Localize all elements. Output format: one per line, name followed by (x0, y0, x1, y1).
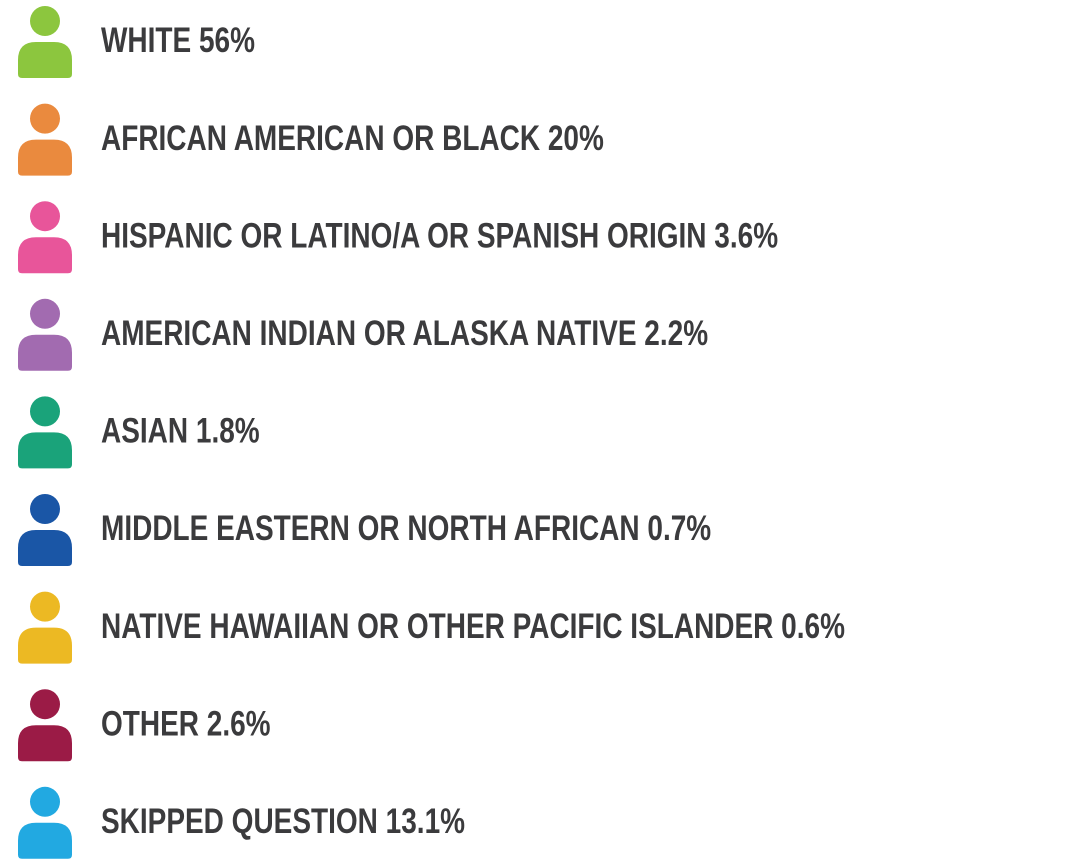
icon-head (30, 689, 60, 720)
person-icon (18, 494, 72, 566)
icon-head (30, 6, 60, 36)
icon-body (18, 627, 72, 664)
icon-head (30, 103, 60, 134)
person-icon (18, 396, 72, 469)
legend-item: ASIAN 1.8% (18, 396, 260, 469)
icon-head (30, 298, 60, 329)
legend-item: OTHER 2.6% (18, 689, 271, 762)
legend-item: SKIPPED QUESTION 13.1% (18, 786, 465, 859)
legend-item: WHITE 56% (18, 6, 255, 78)
icon-head (30, 786, 60, 817)
icon-body (18, 139, 72, 176)
person-icon (18, 689, 72, 762)
person-icon (18, 201, 72, 274)
icon-body (18, 822, 72, 859)
icon-body (18, 530, 72, 566)
person-icon (18, 786, 72, 859)
legend-item: AMERICAN INDIAN OR ALASKA NATIVE 2.2% (18, 298, 708, 371)
item-label: AFRICAN AMERICAN OR BLACK 20% (101, 118, 604, 158)
person-icon (18, 6, 72, 78)
legend-item: HISPANIC OR LATINO/A OR SPANISH ORIGIN 3… (18, 201, 778, 274)
item-label: SKIPPED QUESTION 13.1% (101, 801, 465, 841)
item-label: AMERICAN INDIAN OR ALASKA NATIVE 2.2% (101, 313, 708, 353)
item-label: NATIVE HAWAIIAN OR OTHER PACIFIC ISLANDE… (101, 606, 845, 646)
item-label: MIDDLE EASTERN OR NORTH AFRICAN 0.7% (101, 508, 711, 548)
icon-head (30, 201, 60, 232)
item-label: OTHER 2.6% (101, 703, 271, 743)
legend-item: NATIVE HAWAIIAN OR OTHER PACIFIC ISLANDE… (18, 591, 845, 664)
legend-item: MIDDLE EASTERN OR NORTH AFRICAN 0.7% (18, 494, 711, 566)
item-label: ASIAN 1.8% (101, 411, 260, 451)
icon-body (18, 334, 72, 371)
legend-item: AFRICAN AMERICAN OR BLACK 20% (18, 103, 604, 176)
icon-head (30, 494, 60, 524)
person-icon (18, 591, 72, 664)
item-label: HISPANIC OR LATINO/A OR SPANISH ORIGIN 3… (101, 215, 778, 255)
icon-body (18, 725, 72, 762)
person-icon (18, 298, 72, 371)
person-icon (18, 103, 72, 176)
icon-body (18, 432, 72, 469)
icon-head (30, 591, 60, 622)
icon-body (18, 237, 72, 274)
icon-body (18, 42, 72, 78)
item-label: WHITE 56% (101, 20, 255, 60)
icon-head (30, 396, 60, 427)
